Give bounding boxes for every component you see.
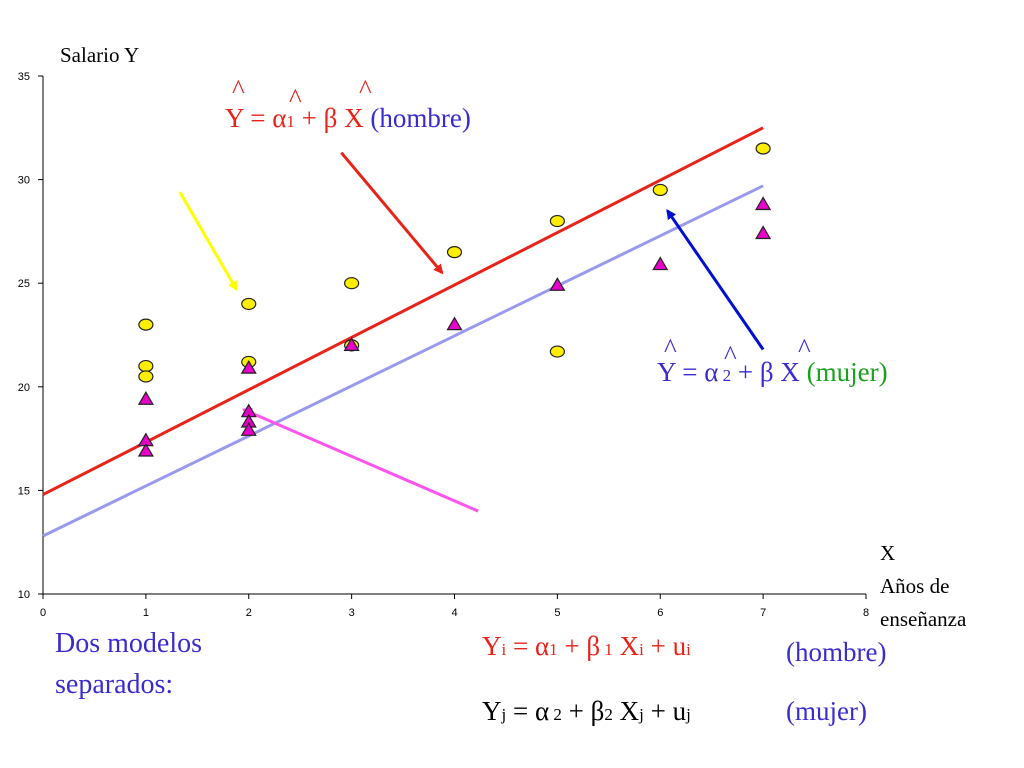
circle-point	[446, 246, 463, 259]
x-tick-label: 4	[451, 607, 457, 619]
y-tick-label: 35	[18, 71, 30, 83]
arrow	[340, 151, 444, 275]
model-hombre-label: (hombre)	[786, 637, 886, 667]
regression-lines	[42, 126, 764, 538]
circle-point	[344, 277, 360, 290]
circle-point	[652, 183, 668, 197]
triangle-point	[137, 391, 154, 405]
equation-hombre-text: Y = α1 + β X (hombre)	[225, 103, 471, 133]
x-tick-label: 0	[40, 607, 46, 619]
y-axis-label: Salario Y	[60, 43, 139, 67]
caption-line2: separados:	[55, 669, 173, 700]
arrows	[178, 151, 765, 513]
circle-point	[755, 142, 771, 155]
circle-point	[549, 214, 565, 228]
y-tick-label: 20	[18, 382, 30, 394]
hat-alpha: ^	[289, 83, 302, 113]
y-tick-label: 10	[18, 589, 30, 601]
circle-point	[138, 359, 154, 373]
circle-point	[138, 318, 154, 331]
circle-point	[241, 297, 257, 311]
equation-mujer: ^ ^ ^ Y = α 2 + β X (mujer)	[657, 333, 888, 387]
x-axis-label-line1: X	[880, 541, 895, 565]
x-tick-label: 1	[143, 607, 149, 619]
x-axis-label-line3: enseñanza	[880, 607, 967, 631]
x-tick-label: 3	[349, 607, 355, 619]
circle-point	[549, 345, 565, 358]
triangle-point	[343, 337, 360, 351]
hat-y: ^	[232, 74, 245, 104]
model-mujer-equation: Yj = α 2 + β2 Xj + uj	[482, 696, 691, 726]
triangle-point	[755, 225, 772, 240]
data-points	[137, 142, 772, 457]
arrow	[241, 408, 479, 513]
circle-point	[138, 370, 154, 383]
triangle-point	[549, 277, 566, 291]
triangle-point	[446, 316, 463, 331]
regression-line-mujer	[42, 184, 764, 538]
hat-alpha-mujer: ^	[724, 340, 737, 370]
x-axis-label-line2: Años de	[880, 574, 949, 598]
x-tick-label: 8	[863, 607, 869, 619]
axes: 0 1 2 3 4 5 6 7 8 10 15 20 25 30 35	[18, 71, 869, 619]
hat-beta: ^	[359, 74, 372, 104]
x-tick-label: 5	[554, 607, 560, 619]
hat-y-mujer: ^	[664, 333, 677, 363]
regression-line-hombre	[42, 126, 764, 496]
y-tick-label: 30	[18, 175, 30, 187]
y-tick-label: 15	[18, 485, 30, 497]
triangle-point	[652, 256, 669, 271]
x-ticks: 0 1 2 3 4 5 6 7 8	[40, 594, 869, 619]
equation-mujer-text: Y = α 2 + β X (mujer)	[657, 357, 888, 387]
model-hombre-equation: Yi = α1 + β 1 Xi + ui	[482, 631, 691, 661]
arrow	[178, 191, 238, 292]
x-tick-label: 2	[246, 607, 252, 619]
hat-beta-mujer: ^	[798, 333, 811, 363]
triangle-point	[755, 196, 772, 211]
caption-line1: Dos modelos	[55, 628, 202, 659]
triangle-point	[240, 359, 257, 374]
model-mujer-label: (mujer)	[786, 696, 867, 726]
arrow	[666, 209, 765, 351]
y-ticks: 10 15 20 25 30 35	[18, 71, 43, 601]
equation-hombre: ^ ^ ^ Y = α1 + β X (hombre)	[225, 74, 471, 133]
y-tick-label: 25	[18, 278, 30, 290]
triangle-point	[240, 422, 257, 436]
x-tick-label: 6	[657, 607, 663, 619]
x-tick-label: 7	[760, 607, 766, 619]
triangle-point	[137, 442, 154, 457]
